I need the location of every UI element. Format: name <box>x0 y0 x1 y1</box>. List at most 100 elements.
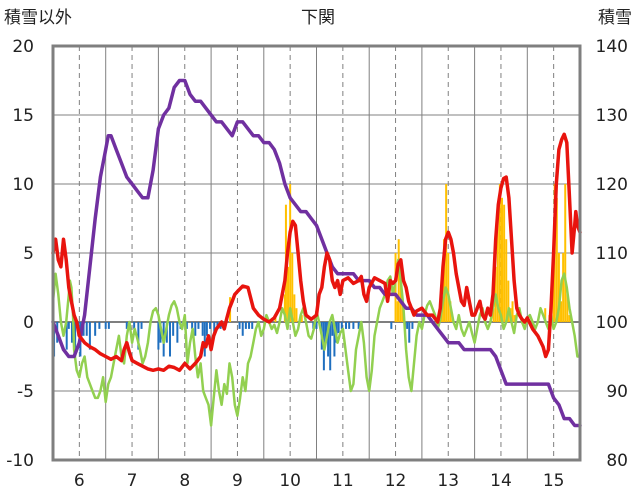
bar <box>544 308 547 322</box>
bar <box>65 322 68 350</box>
y-left-tick-label: 15 <box>12 106 34 126</box>
bar <box>340 322 343 329</box>
y-right-tick-label: 130 <box>596 106 628 126</box>
bar <box>248 322 251 329</box>
x-tick-label: 13 <box>437 471 459 491</box>
x-tick-label: 11 <box>332 471 354 491</box>
right-axis-ticks: 80 90 100 110 120 130 140 <box>596 37 628 471</box>
bar <box>447 253 450 322</box>
bar <box>566 294 569 322</box>
x-tick-label: 6 <box>74 471 85 491</box>
bar <box>209 322 212 329</box>
bar <box>194 322 197 336</box>
bar <box>140 322 143 329</box>
bar <box>327 322 330 357</box>
bar <box>107 322 110 329</box>
bar <box>88 322 91 350</box>
bar <box>492 308 495 322</box>
bar <box>345 322 348 329</box>
y-left-tick-label: 10 <box>12 175 34 195</box>
bar <box>408 322 411 343</box>
bar <box>513 315 516 322</box>
bar <box>74 322 77 357</box>
bar <box>397 239 400 322</box>
bar <box>98 322 101 329</box>
plot-frame <box>51 44 582 462</box>
x-tick-label: 14 <box>490 471 512 491</box>
bar <box>562 253 565 322</box>
y-left-tick-label: 0 <box>23 313 34 333</box>
bar <box>291 253 294 322</box>
bar <box>70 322 73 343</box>
y-left-tick-label: 20 <box>12 37 34 57</box>
x-axis-ticks: 6 7 8 9 10 11 12 13 14 15 <box>74 471 565 491</box>
bar <box>352 322 355 329</box>
y-right-tick-label: 80 <box>606 451 628 471</box>
bar <box>445 184 448 322</box>
bar <box>289 184 292 322</box>
series-line <box>51 132 582 373</box>
bar <box>406 322 409 329</box>
x-tick-label: 8 <box>179 471 190 491</box>
bar <box>564 184 567 322</box>
right-axis-label: 積雪 <box>598 8 632 28</box>
bar <box>557 253 560 322</box>
bar <box>348 322 351 329</box>
bar <box>157 322 160 350</box>
y-right-tick-label: 110 <box>596 244 628 264</box>
y-right-tick-label: 140 <box>596 37 628 57</box>
bar <box>168 322 171 357</box>
bar <box>241 322 244 336</box>
bar <box>283 294 286 322</box>
bar <box>396 301 399 322</box>
bar <box>357 322 360 329</box>
series-line <box>51 78 582 428</box>
bar <box>251 322 254 329</box>
bar <box>505 239 508 322</box>
bar <box>104 322 107 329</box>
bar <box>293 294 296 322</box>
bar <box>390 322 393 329</box>
x-tick-label: 12 <box>385 471 407 491</box>
bar <box>315 322 318 329</box>
left-axis-ticks: -10 -5 0 5 10 15 20 <box>6 37 34 471</box>
bar <box>197 322 200 329</box>
chart-title: 下関 <box>301 8 335 28</box>
bar <box>172 322 175 336</box>
x-tick-label: 9 <box>232 471 243 491</box>
bar <box>501 197 504 322</box>
bar <box>511 301 514 322</box>
bar <box>244 322 247 329</box>
bar <box>300 315 303 322</box>
y-left-tick-label: -10 <box>6 451 34 471</box>
x-tick-label: 7 <box>127 471 138 491</box>
bar <box>331 322 334 336</box>
bar <box>496 211 499 322</box>
bar <box>238 322 241 329</box>
series-line <box>51 258 582 427</box>
bar <box>560 301 563 322</box>
bar <box>555 197 558 322</box>
bar <box>201 322 204 336</box>
line-series <box>51 78 582 428</box>
bar <box>133 322 136 329</box>
bar <box>185 322 188 329</box>
bar <box>85 322 88 336</box>
bar <box>203 322 206 357</box>
y-left-tick-label: 5 <box>23 244 34 264</box>
bar <box>205 322 208 336</box>
left-axis-label: 積雪以外 <box>4 8 72 28</box>
bar <box>394 253 397 322</box>
bar <box>295 308 298 322</box>
bar <box>411 322 414 329</box>
y-right-tick-label: 100 <box>596 313 628 333</box>
bar <box>125 322 128 329</box>
y-right-tick-label: 120 <box>596 175 628 195</box>
bar <box>94 322 97 336</box>
bar <box>191 322 194 329</box>
bar <box>329 322 332 371</box>
grid <box>53 46 580 460</box>
x-tick-label: 10 <box>279 471 301 491</box>
bar <box>137 322 140 350</box>
